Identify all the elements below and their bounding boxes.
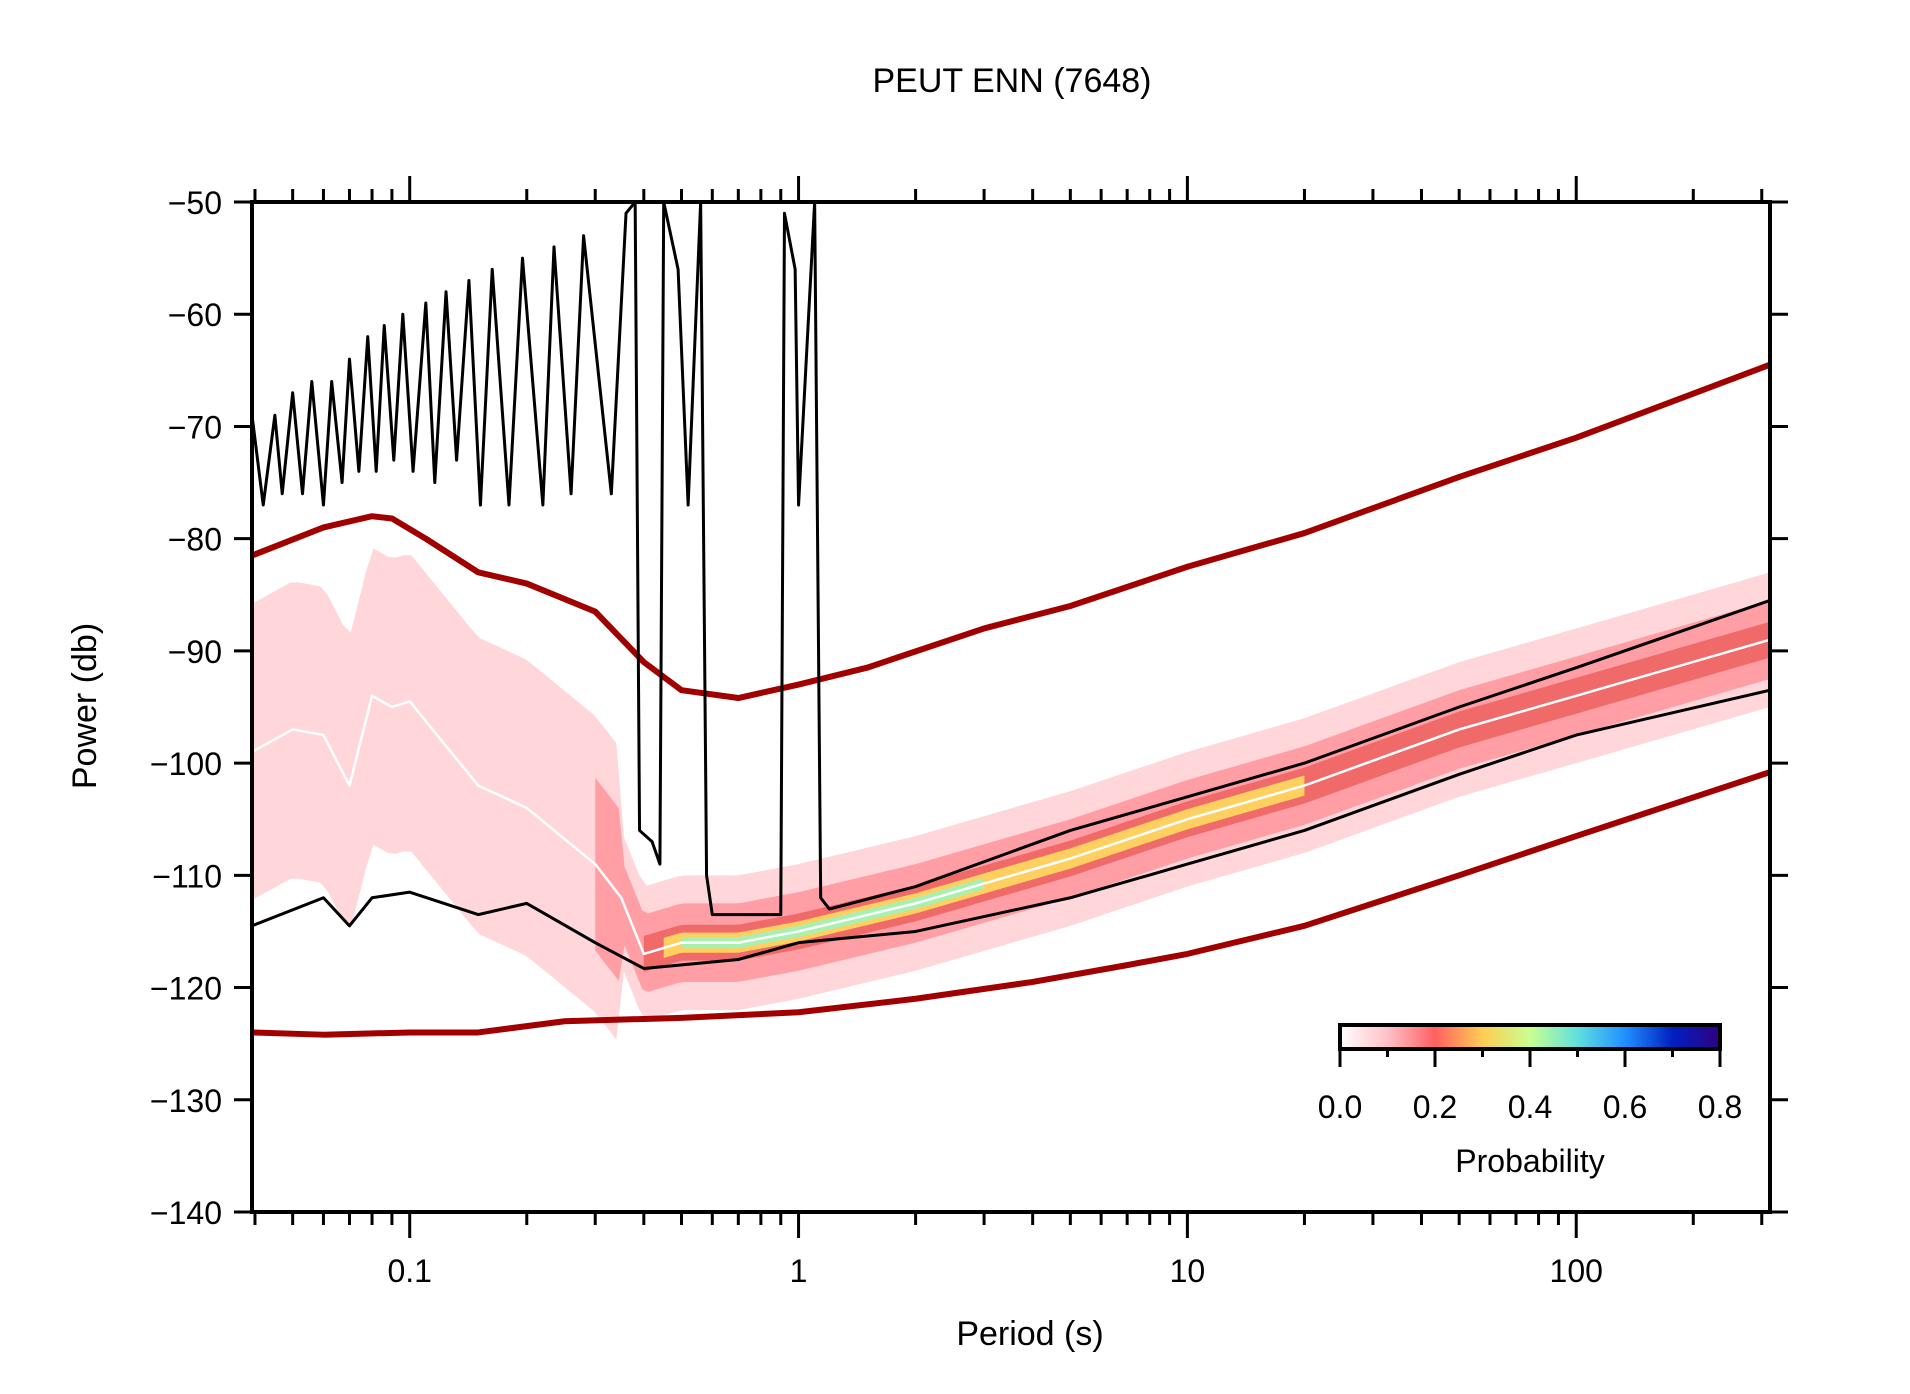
mode-line	[252, 638, 1770, 956]
y-tick-label: −50	[168, 185, 222, 221]
x-tick-label: 0.1	[387, 1253, 431, 1289]
upper-percentile-line	[252, 202, 1770, 917]
y-tick-label: −100	[150, 746, 222, 782]
y-tick-label: −90	[168, 634, 222, 670]
colorbar-tick-label: 0.0	[1318, 1089, 1362, 1125]
y-tick-label: −120	[150, 971, 222, 1007]
colorbar-tick-label: 0.6	[1603, 1089, 1647, 1125]
y-axis-label: Power (db)	[66, 623, 104, 789]
y-tick-label: −110	[152, 858, 222, 894]
chart-title: PEUT ENN (7648)	[872, 62, 1151, 100]
plot-frame	[250, 200, 1772, 1214]
x-tick-label: 1	[790, 1253, 808, 1289]
lower-percentile-line	[252, 688, 1770, 970]
colorbar-tick-label: 0.2	[1413, 1089, 1457, 1125]
y-tick-label: −70	[168, 409, 222, 445]
colorbar: 0.0 0.2 0.4 0.6 0.8 Probability	[1318, 1023, 1742, 1179]
y-tick-label: −80	[168, 522, 222, 558]
y-tick-label: −60	[168, 297, 222, 333]
high-noise-model-line	[252, 361, 1770, 702]
colorbar-tick-label: 0.8	[1698, 1089, 1742, 1125]
x-axis-label: Period (s)	[956, 1315, 1103, 1353]
series-lines	[252, 202, 1770, 1038]
y-tick-label: −140	[150, 1195, 222, 1231]
colorbar-scale	[1338, 1023, 1722, 1051]
pdf-band-max	[681, 877, 985, 949]
colorbar-label: Probability	[1455, 1143, 1604, 1179]
x-tick-label: 10	[1170, 1253, 1206, 1289]
colorbar-tick-label: 0.4	[1508, 1089, 1552, 1125]
x-tick-label: 100	[1550, 1253, 1603, 1289]
y-tick-label: −130	[150, 1083, 222, 1119]
axes: −50 −60 −70 −80 −90 −100 −110 −120 −130 −140 0.1 1 1…	[150, 176, 1788, 1289]
low-noise-model-line	[252, 769, 1770, 1038]
